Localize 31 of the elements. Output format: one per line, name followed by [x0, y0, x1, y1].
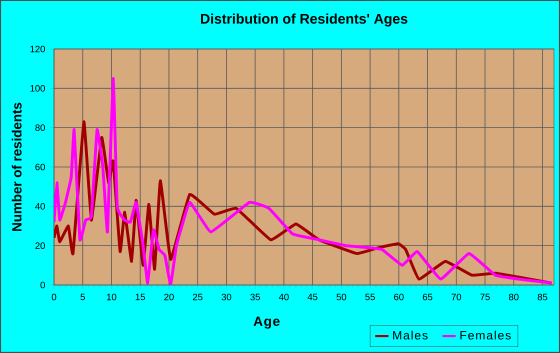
y-tick-label: 100 — [30, 85, 45, 92]
x-tick-label: 85 — [538, 294, 548, 300]
x-tick-label: 10 — [107, 294, 116, 300]
x-tick-label: 25 — [192, 294, 202, 300]
x-tick-label: 45 — [308, 294, 318, 300]
x-tick-label: 80 — [508, 294, 519, 300]
y-tick-label: 20 — [35, 242, 45, 249]
x-tick-label: 65 — [422, 294, 432, 300]
y-tick-label: 0 — [40, 282, 45, 288]
y-tick-label: 40 — [35, 203, 45, 210]
x-tick-label: 20 — [164, 294, 174, 300]
x-tick-label: 40 — [278, 294, 289, 300]
x-tick-label: 70 — [452, 294, 462, 300]
x-tick-label: 15 — [136, 294, 145, 300]
y-tick-label: 60 — [35, 164, 45, 170]
x-tick-label: 55 — [365, 294, 375, 300]
x-tick-label: 35 — [250, 294, 260, 300]
x-tick-label: 5 — [80, 294, 85, 300]
line-series — [54, 77, 554, 285]
x-axis-title: Age — [254, 316, 280, 329]
y-axis-title: Number of residents — [12, 102, 22, 231]
x-tick-label: 60 — [394, 294, 404, 300]
legend-label: Males — [393, 330, 428, 340]
x-tick-label: 0 — [52, 294, 56, 300]
chart-title: Distribution of Residents' Ages — [200, 13, 408, 27]
x-tick-label: 75 — [480, 294, 490, 300]
y-tick-label: 80 — [35, 124, 45, 131]
x-tick-label: 50 — [336, 294, 346, 300]
y-tick-label: 120 — [30, 46, 45, 52]
legend-label: Females — [460, 330, 511, 340]
x-tick-label: 30 — [222, 294, 232, 300]
